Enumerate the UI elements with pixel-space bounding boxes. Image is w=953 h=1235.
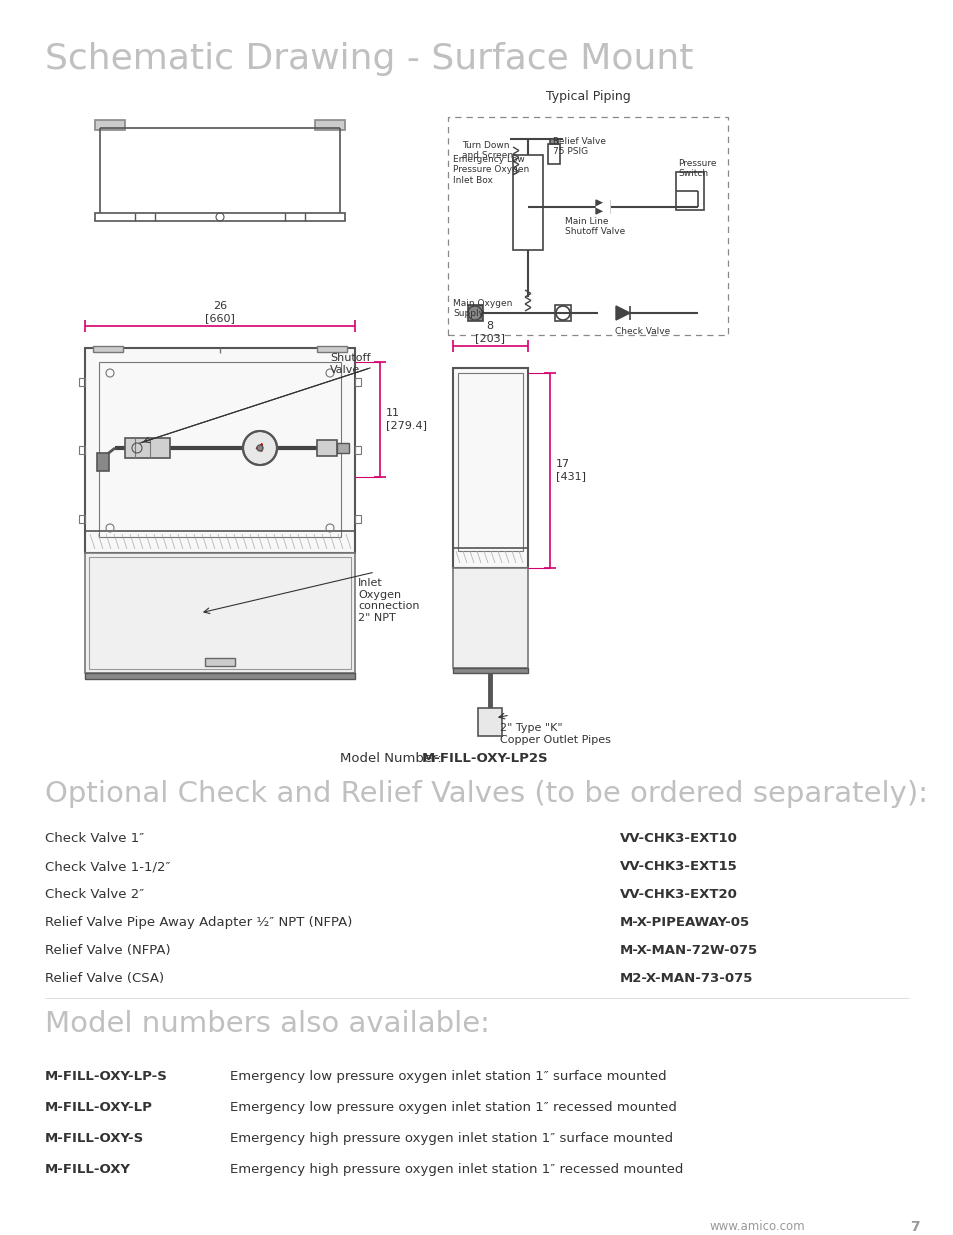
Text: Turn Down
and Screen: Turn Down and Screen: [461, 141, 513, 161]
Circle shape: [256, 445, 263, 451]
Polygon shape: [616, 306, 629, 320]
Text: Main Oxygen
Supply: Main Oxygen Supply: [453, 299, 512, 319]
Text: Emergency low pressure oxygen inlet station 1″ recessed mounted: Emergency low pressure oxygen inlet stat…: [230, 1100, 677, 1114]
Bar: [95, 212, 345, 221]
Text: 2" Type "K"
Copper Outlet Pipes: 2" Type "K" Copper Outlet Pipes: [499, 722, 610, 745]
Bar: [595, 199, 610, 215]
Bar: [547, 144, 559, 164]
Bar: [453, 368, 527, 568]
Text: M-FILL-OXY-S: M-FILL-OXY-S: [45, 1132, 144, 1145]
Bar: [97, 453, 109, 471]
Polygon shape: [596, 200, 609, 214]
Bar: [355, 515, 360, 522]
Text: M-X-PIPEAWAY-05: M-X-PIPEAWAY-05: [619, 916, 749, 929]
Text: M-FILL-OXY-LP-S: M-FILL-OXY-LP-S: [45, 1070, 168, 1083]
Text: Inlet
Oxygen
connection
2" NPT: Inlet Oxygen connection 2" NPT: [357, 578, 419, 622]
Bar: [448, 117, 727, 335]
Text: M2-X-MAN-73-075: M2-X-MAN-73-075: [619, 972, 753, 986]
Text: VV-CHK3-EXT10: VV-CHK3-EXT10: [619, 832, 737, 845]
Text: M-X-MAN-72W-075: M-X-MAN-72W-075: [619, 944, 758, 957]
Text: Emergency high pressure oxygen inlet station 1″ surface mounted: Emergency high pressure oxygen inlet sta…: [230, 1132, 673, 1145]
Text: VV-CHK3-EXT20: VV-CHK3-EXT20: [619, 888, 737, 902]
Bar: [513, 156, 542, 249]
Bar: [676, 172, 703, 210]
Bar: [85, 348, 355, 553]
Bar: [79, 378, 85, 387]
Bar: [468, 305, 482, 321]
Text: Optional Check and Relief Valves (to be ordered separately):: Optional Check and Relief Valves (to be …: [45, 781, 927, 808]
Text: Typical Piping: Typical Piping: [545, 90, 630, 103]
Text: Emergency high pressure oxygen inlet station 1″ recessed mounted: Emergency high pressure oxygen inlet sta…: [230, 1163, 682, 1176]
Text: Relief Valve (CSA): Relief Valve (CSA): [45, 972, 164, 986]
Bar: [125, 438, 170, 458]
Bar: [95, 120, 125, 130]
Bar: [457, 373, 522, 551]
Text: Emergency low pressure oxygen inlet station 1″ surface mounted: Emergency low pressure oxygen inlet stat…: [230, 1070, 666, 1083]
Bar: [453, 548, 527, 568]
Bar: [550, 140, 558, 144]
Text: www.amico.com: www.amico.com: [709, 1220, 804, 1233]
Text: Model numbers also available:: Model numbers also available:: [45, 1010, 489, 1037]
Bar: [453, 668, 527, 673]
Text: Check Valve 1-1/2″: Check Valve 1-1/2″: [45, 860, 171, 873]
Bar: [355, 446, 360, 454]
Bar: [316, 346, 347, 352]
Bar: [555, 305, 571, 321]
Text: VV-CHK3-EXT15: VV-CHK3-EXT15: [619, 860, 737, 873]
Polygon shape: [596, 200, 609, 214]
Text: Relief Valve Pipe Away Adapter ½″ NPT (NFPA): Relief Valve Pipe Away Adapter ½″ NPT (N…: [45, 916, 352, 929]
Text: 11
[279.4]: 11 [279.4]: [386, 409, 427, 430]
Text: M-FILL-OXY: M-FILL-OXY: [45, 1163, 131, 1176]
Bar: [89, 557, 351, 669]
Text: Shutoff
Valve: Shutoff Valve: [330, 353, 370, 374]
Text: 17
[431]: 17 [431]: [556, 459, 585, 480]
Text: 26
[660]: 26 [660]: [205, 301, 234, 324]
Text: M-FILL-OXY-LP: M-FILL-OXY-LP: [45, 1100, 152, 1114]
Bar: [453, 568, 527, 668]
Bar: [85, 673, 355, 679]
Text: Schematic Drawing - Surface Mount: Schematic Drawing - Surface Mount: [45, 42, 693, 77]
Bar: [85, 531, 355, 553]
Bar: [477, 708, 501, 736]
Text: Emergency Low
Pressure Oxygen
Inlet Box: Emergency Low Pressure Oxygen Inlet Box: [453, 156, 529, 185]
Bar: [205, 658, 234, 666]
Bar: [314, 120, 345, 130]
Text: Pressure
Switch: Pressure Switch: [678, 159, 716, 178]
Bar: [92, 346, 123, 352]
Bar: [79, 515, 85, 522]
Bar: [99, 362, 340, 537]
Text: Relief Valve
75 PSIG: Relief Valve 75 PSIG: [553, 137, 605, 157]
Text: 7: 7: [909, 1220, 919, 1234]
Bar: [79, 446, 85, 454]
Circle shape: [243, 431, 276, 466]
Text: Relief Valve (NFPA): Relief Valve (NFPA): [45, 944, 171, 957]
Bar: [85, 553, 355, 673]
Text: Check Valve 1″: Check Valve 1″: [45, 832, 144, 845]
Bar: [336, 443, 349, 453]
Text: Model Number:: Model Number:: [339, 752, 446, 764]
Bar: [316, 440, 336, 456]
Text: Main Line
Shutoff Valve: Main Line Shutoff Valve: [564, 217, 624, 236]
Text: Check Valve: Check Valve: [615, 327, 670, 336]
Text: M-FILL-OXY-LP2S: M-FILL-OXY-LP2S: [421, 752, 548, 764]
Bar: [355, 378, 360, 387]
Text: 8
[203]: 8 [203]: [475, 321, 504, 343]
Text: Check Valve 2″: Check Valve 2″: [45, 888, 144, 902]
